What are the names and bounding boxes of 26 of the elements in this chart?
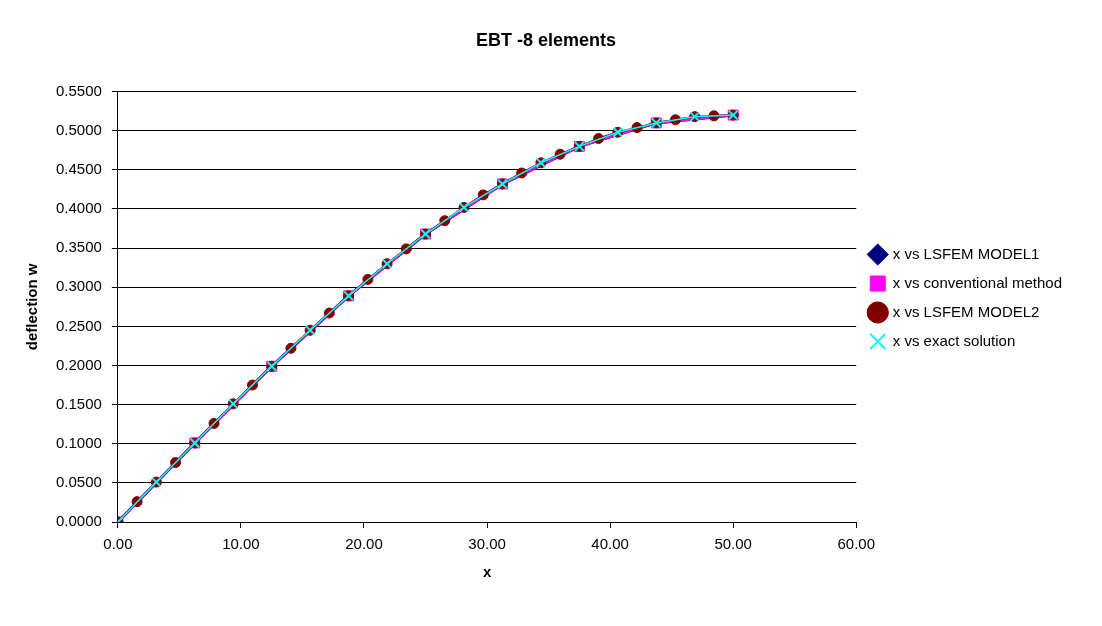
x-tick-label: 50.00 bbox=[714, 535, 752, 553]
y-axis-title: deflection w bbox=[23, 263, 41, 351]
legend-label: x vs LSFEM MODEL2 bbox=[892, 302, 1040, 320]
x-tick-label: 10.00 bbox=[222, 535, 260, 553]
y-tick-label: 0.2000 bbox=[55, 355, 102, 373]
chart-title: EBT -8 elements bbox=[475, 29, 617, 50]
y-tick-label: 0.4500 bbox=[55, 160, 102, 177]
y-tick-label: 0.0000 bbox=[55, 512, 102, 530]
legend-label: x vs exact solution bbox=[892, 331, 1016, 349]
y-tick-label: 0.5000 bbox=[55, 120, 102, 138]
legend-label: x vs LSFEM MODEL1 bbox=[892, 244, 1040, 262]
x-tick-label: 30.00 bbox=[468, 535, 506, 553]
x-tick-label: 20.00 bbox=[345, 535, 383, 553]
y-tick-label: 0.1500 bbox=[55, 394, 102, 412]
x-tick-label: 0.00 bbox=[103, 535, 133, 553]
y-tick-label: 0.3000 bbox=[55, 277, 102, 295]
x-axis-title: x bbox=[482, 563, 492, 581]
y-tick-label: 0.3500 bbox=[55, 238, 102, 256]
x-tick-label: 40.00 bbox=[591, 535, 629, 553]
y-tick-label: 0.1000 bbox=[55, 433, 102, 451]
y-tick-label: 0.2500 bbox=[55, 316, 102, 334]
y-tick-label: 0.4000 bbox=[55, 199, 102, 217]
y-tick-label: 0.5500 bbox=[55, 81, 102, 99]
x-tick-label: 60.00 bbox=[837, 535, 876, 553]
legend-label: x vs conventional method bbox=[892, 273, 1062, 291]
y-tick-label: 0.0500 bbox=[55, 473, 102, 491]
